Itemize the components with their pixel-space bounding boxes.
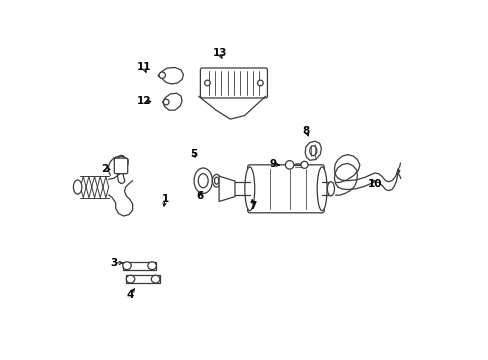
Ellipse shape (124, 263, 129, 268)
Polygon shape (305, 141, 321, 160)
FancyBboxPatch shape (114, 158, 127, 174)
Ellipse shape (147, 262, 156, 270)
Polygon shape (122, 262, 156, 270)
Ellipse shape (212, 174, 221, 187)
Polygon shape (163, 93, 182, 110)
Ellipse shape (126, 275, 135, 283)
Text: 9: 9 (268, 159, 276, 169)
Text: 4: 4 (126, 290, 133, 300)
Text: 2: 2 (102, 165, 108, 174)
Text: 7: 7 (249, 202, 257, 211)
Ellipse shape (159, 72, 165, 78)
Text: 3: 3 (110, 258, 117, 268)
Text: 8: 8 (302, 126, 309, 136)
Ellipse shape (73, 180, 81, 194)
Ellipse shape (300, 161, 307, 168)
Ellipse shape (128, 277, 133, 282)
Polygon shape (158, 67, 183, 84)
Ellipse shape (122, 262, 131, 270)
Ellipse shape (214, 177, 218, 184)
Text: 6: 6 (196, 191, 203, 201)
Text: 13: 13 (212, 48, 226, 58)
Ellipse shape (257, 80, 263, 86)
Polygon shape (117, 155, 124, 184)
FancyBboxPatch shape (200, 68, 267, 98)
Text: 1: 1 (161, 194, 168, 204)
Ellipse shape (198, 174, 208, 188)
Text: 10: 10 (367, 179, 382, 189)
Text: 12: 12 (137, 96, 151, 105)
Ellipse shape (149, 263, 154, 268)
Ellipse shape (309, 146, 316, 156)
FancyBboxPatch shape (247, 165, 324, 213)
Ellipse shape (244, 167, 254, 211)
Polygon shape (219, 176, 235, 202)
Ellipse shape (163, 99, 169, 105)
Text: 5: 5 (189, 149, 197, 158)
Ellipse shape (317, 167, 326, 211)
Ellipse shape (153, 277, 158, 282)
Ellipse shape (194, 168, 212, 193)
Ellipse shape (151, 275, 160, 283)
Polygon shape (126, 275, 160, 283)
Ellipse shape (204, 80, 210, 86)
Ellipse shape (285, 161, 293, 169)
Ellipse shape (327, 182, 334, 196)
Text: 11: 11 (137, 62, 151, 72)
